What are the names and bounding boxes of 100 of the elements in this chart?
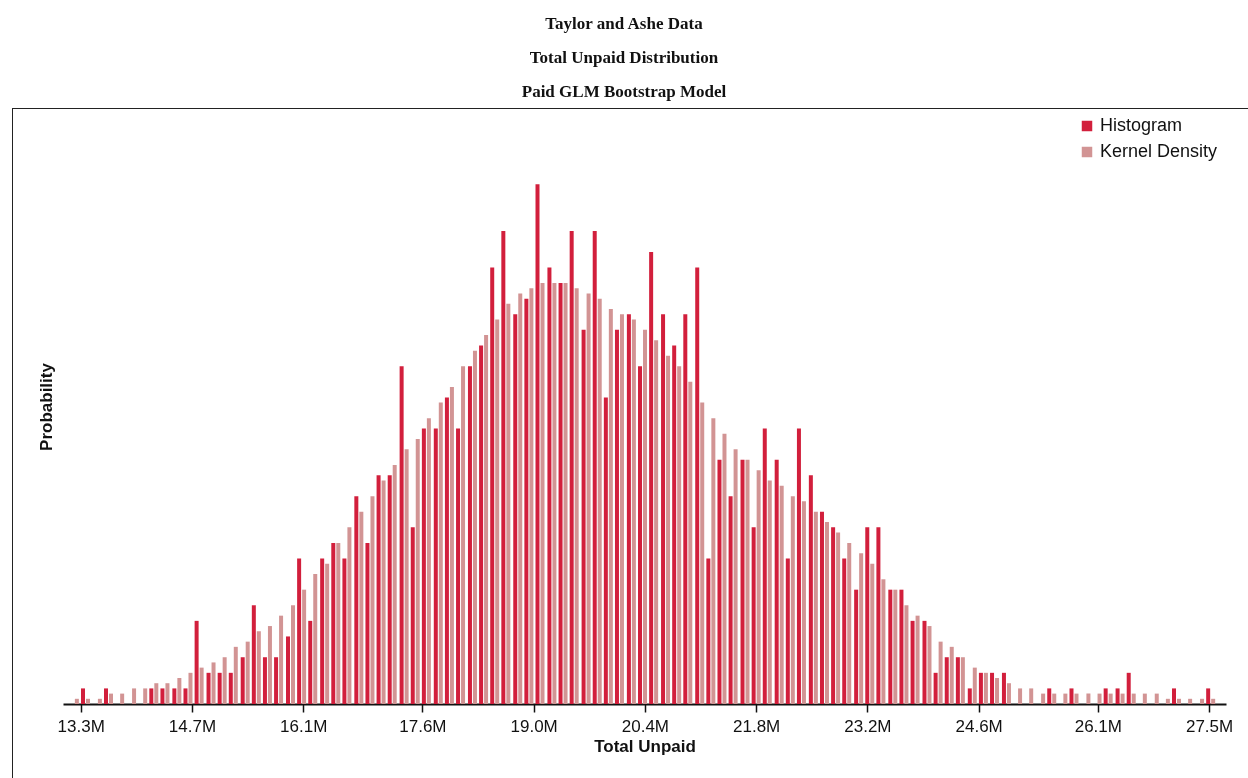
bar <box>711 418 716 704</box>
bar <box>1142 693 1147 704</box>
bar <box>472 350 477 704</box>
bar <box>842 558 847 704</box>
bar <box>449 387 454 704</box>
bar <box>1097 693 1102 704</box>
legend-label: Kernel Density <box>1100 141 1218 161</box>
bar <box>706 558 711 704</box>
bar <box>831 527 836 704</box>
bar <box>199 667 204 704</box>
bar <box>513 314 518 704</box>
bar <box>1041 693 1046 704</box>
bar <box>649 251 654 704</box>
bar <box>233 646 238 704</box>
bar <box>399 366 404 704</box>
bar <box>444 397 449 704</box>
bar <box>274 657 279 704</box>
bar <box>972 667 977 704</box>
x-tick-label: 14.7M <box>168 716 217 736</box>
bar <box>631 319 636 704</box>
bar <box>490 267 495 704</box>
bar <box>688 381 693 704</box>
bar <box>569 231 574 704</box>
bar <box>574 288 579 704</box>
x-tick-label: 26.1M <box>1074 716 1122 736</box>
bar <box>313 574 318 704</box>
bar <box>983 672 988 704</box>
bar <box>461 366 466 704</box>
bar <box>342 558 347 704</box>
bar <box>733 449 738 704</box>
bar <box>1006 683 1011 704</box>
bar <box>109 693 114 704</box>
bar <box>370 496 375 704</box>
bar <box>262 657 267 704</box>
bar <box>1086 693 1091 704</box>
bar <box>722 433 727 704</box>
bar <box>888 589 893 704</box>
bar <box>188 672 193 704</box>
bar <box>85 698 90 704</box>
bar <box>433 428 438 704</box>
bar <box>751 527 756 704</box>
bar <box>1165 698 1170 704</box>
bar <box>626 314 631 704</box>
bar <box>308 620 313 704</box>
bar <box>143 688 148 704</box>
chart-subtitle: Total Unpaid Distribution Paid GLM Bootstrap Model <box>520 48 728 102</box>
bar <box>1029 688 1034 704</box>
bar <box>376 475 381 704</box>
bar <box>790 496 795 704</box>
bar <box>819 511 824 704</box>
bar <box>728 496 733 704</box>
bar <box>410 527 415 704</box>
x-tick-label: 21.8M <box>733 716 781 736</box>
bar <box>120 693 125 704</box>
bar <box>978 672 983 704</box>
bar <box>552 283 557 704</box>
x-axis-title: Total Unpaid <box>594 736 696 756</box>
bar <box>1211 698 1216 704</box>
bar <box>695 267 700 704</box>
bar <box>256 631 261 704</box>
bar <box>904 605 909 704</box>
bar <box>1206 688 1211 704</box>
bar <box>97 698 102 704</box>
bar <box>854 589 859 704</box>
bar <box>1063 693 1068 704</box>
bar <box>643 329 648 704</box>
x-tick-label: 23.2M <box>844 716 892 736</box>
bar <box>302 589 307 704</box>
x-tick-label: 27.5M <box>1185 716 1234 736</box>
bar <box>404 449 409 704</box>
bar <box>865 527 870 704</box>
bar <box>518 293 523 704</box>
bar <box>876 527 881 704</box>
bar <box>847 542 852 704</box>
bar <box>426 418 431 704</box>
bar <box>1188 698 1193 704</box>
bar <box>558 283 563 704</box>
bar <box>172 688 177 704</box>
bar <box>1120 693 1125 704</box>
bar <box>1052 693 1057 704</box>
bar <box>354 496 359 704</box>
bar <box>938 641 943 704</box>
bar <box>194 620 199 704</box>
bar <box>672 345 677 704</box>
bar <box>456 428 461 704</box>
bar <box>222 657 227 704</box>
bar <box>824 522 829 704</box>
x-tick-label: 24.6M <box>955 716 1003 736</box>
bar <box>392 464 397 704</box>
x-tick-label: 20.4M <box>621 716 670 736</box>
legend-label: Histogram <box>1100 115 1183 135</box>
bar <box>347 527 352 704</box>
bar <box>654 340 659 704</box>
bar <box>785 558 790 704</box>
bar <box>279 615 284 704</box>
bar <box>415 438 420 704</box>
bar <box>955 657 960 704</box>
bar <box>774 459 779 704</box>
bar <box>638 366 643 704</box>
bar <box>796 428 801 704</box>
